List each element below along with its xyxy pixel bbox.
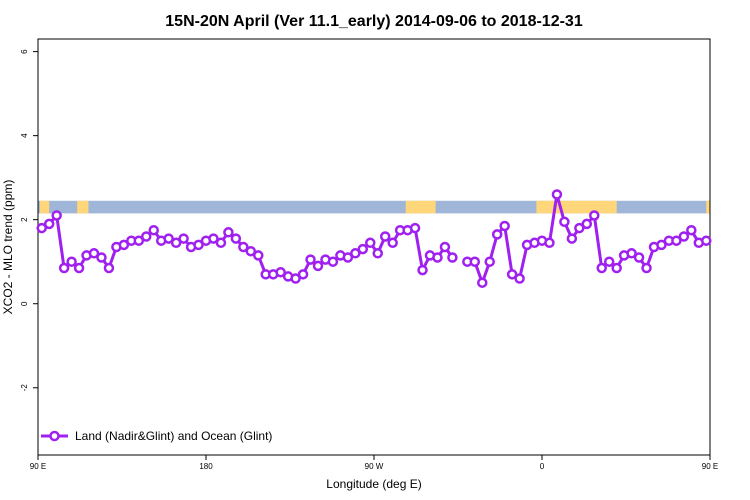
- legend-label: Land (Nadir&Glint) and Ocean (Glint): [75, 429, 272, 443]
- data-point: [581, 218, 593, 230]
- y-axis: -2 0 2 4 6: [20, 49, 38, 391]
- data-point: [36, 222, 47, 234]
- data-point: [603, 256, 615, 267]
- data-point: [641, 262, 652, 274]
- data-point: [372, 248, 383, 259]
- x-tick-label: 90 E: [30, 462, 46, 471]
- x-tick-label: 90 E: [702, 462, 718, 471]
- data-point: [238, 241, 249, 253]
- data-point: [544, 237, 555, 249]
- data-point: [701, 235, 712, 246]
- chart-title: 15N-20N April (Ver 11.1_early) 2014-09-0…: [165, 13, 583, 30]
- data-point: [566, 233, 578, 244]
- x-axis-label: Longitude (deg E): [326, 477, 421, 491]
- data-point: [148, 224, 159, 236]
- legend: Land (Nadir&Glint) and Ocean (Glint): [41, 429, 272, 443]
- data-point: [633, 252, 645, 263]
- data-point: [178, 233, 189, 244]
- data-point: [447, 252, 458, 263]
- data-point: [275, 266, 286, 278]
- land-band: [536, 200, 617, 214]
- data-point: [514, 273, 525, 284]
- y-axis-label: XCO2 - MLO trend (ppm): [1, 180, 15, 315]
- data-point: [559, 216, 570, 228]
- y-tick-label: 0: [20, 301, 29, 306]
- data-point: [350, 248, 361, 259]
- data-point: [58, 262, 70, 274]
- data-point: [357, 243, 369, 255]
- data-point: [409, 222, 421, 234]
- data-point: [678, 231, 690, 242]
- y-tick-label: -2: [20, 384, 29, 392]
- data-point: [589, 210, 600, 221]
- data-point: [253, 250, 264, 261]
- data-point: [43, 218, 55, 230]
- data-point: [290, 273, 301, 284]
- x-tick-label: 90 W: [365, 462, 384, 471]
- data-point: [469, 256, 481, 267]
- data-point: [163, 233, 174, 244]
- data-point: [133, 235, 145, 246]
- x-tick-label: 180: [199, 462, 213, 471]
- data-point: [215, 237, 227, 249]
- data-point: [73, 262, 85, 274]
- data-point: [499, 220, 510, 232]
- land-band: [77, 200, 89, 214]
- data-point: [305, 254, 316, 265]
- data-point: [686, 224, 697, 236]
- data-point: [551, 189, 563, 200]
- data-point: [88, 248, 100, 259]
- data-point: [439, 241, 451, 253]
- y-tick-label: 2: [20, 217, 29, 222]
- y-tick-label: 6: [20, 49, 29, 54]
- land-band: [405, 200, 436, 214]
- data-point: [611, 262, 622, 274]
- data-point: [312, 260, 324, 272]
- series-layer: [36, 189, 712, 288]
- data-point: [230, 233, 242, 244]
- data-point: [626, 248, 637, 259]
- y-tick-label: 4: [20, 133, 29, 138]
- legend-marker: [49, 430, 60, 442]
- data-point: [379, 231, 391, 242]
- data-point: [193, 239, 204, 251]
- data-point: [506, 269, 518, 280]
- land-ocean-strip: [38, 200, 710, 214]
- data-point: [170, 237, 182, 249]
- data-point: [596, 262, 607, 274]
- data-point: [656, 239, 667, 251]
- data-point: [484, 256, 495, 267]
- data-point: [245, 245, 257, 257]
- data-point: [66, 256, 77, 267]
- data-point: [477, 277, 488, 288]
- data-point: [51, 210, 62, 221]
- data-point: [327, 256, 339, 267]
- land-band: [39, 200, 50, 214]
- data-point: [118, 239, 130, 251]
- data-point: [387, 237, 398, 249]
- data-point: [417, 264, 428, 276]
- x-axis: 90 E 180 90 W 0 90 E: [30, 455, 718, 471]
- data-point: [342, 252, 354, 263]
- land-band: [706, 200, 710, 214]
- data-point: [432, 252, 443, 263]
- data-point: [574, 222, 585, 234]
- data-point: [671, 235, 682, 246]
- data-point: [223, 227, 234, 238]
- data-point: [365, 237, 376, 249]
- data-point: [491, 229, 503, 240]
- data-point: [297, 269, 309, 280]
- data-point: [103, 262, 115, 274]
- data-point: [208, 233, 219, 244]
- data-point: [141, 231, 152, 242]
- data-point: [96, 252, 107, 263]
- x-tick-label: 0: [540, 462, 545, 471]
